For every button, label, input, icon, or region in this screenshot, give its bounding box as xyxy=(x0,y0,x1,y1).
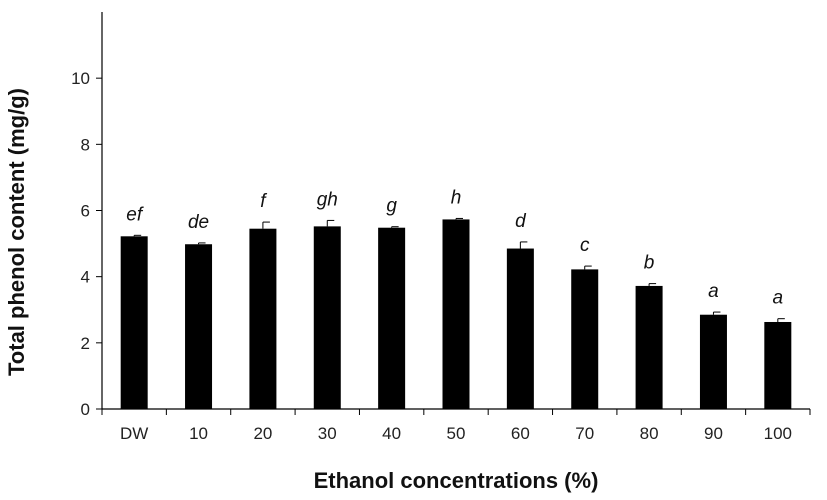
bar xyxy=(699,314,727,409)
significance-label: de xyxy=(188,212,209,233)
y-axis-title: Total phenol content (mg/g) xyxy=(4,88,29,376)
bar xyxy=(120,236,148,409)
significance-label: a xyxy=(708,281,719,302)
bar xyxy=(764,321,792,409)
bar xyxy=(378,227,406,409)
significance-label: f xyxy=(260,191,267,212)
significance-label: a xyxy=(773,288,784,309)
x-axis-title: Ethanol concentrations (%) xyxy=(314,468,599,493)
x-tick-label: 10 xyxy=(189,424,208,443)
y-tick-label: 4 xyxy=(81,268,90,287)
bar xyxy=(185,244,213,409)
significance-label: c xyxy=(580,235,590,256)
bar xyxy=(571,269,599,409)
x-tick-label: 30 xyxy=(318,424,337,443)
x-tick-label: DW xyxy=(120,424,148,443)
x-tick-label: 90 xyxy=(704,424,723,443)
significance-label: h xyxy=(451,187,462,208)
x-axis: DW 10 20 30 40 50 60 70 80 90 100 xyxy=(101,408,811,443)
x-tick-label: 60 xyxy=(511,424,530,443)
x-tick-label: 20 xyxy=(253,424,272,443)
x-tick-label: 80 xyxy=(640,424,659,443)
bar xyxy=(635,285,663,409)
bars xyxy=(120,217,792,409)
bar xyxy=(442,219,470,409)
significance-label: d xyxy=(515,211,527,232)
x-tick-label: 100 xyxy=(764,424,792,443)
significance-label: b xyxy=(644,253,655,274)
bar xyxy=(249,228,277,409)
y-tick-label: 8 xyxy=(81,135,90,154)
significance-label: g xyxy=(386,196,397,217)
significance-label: ef xyxy=(126,204,144,225)
bar xyxy=(506,248,534,409)
x-tick-label: 50 xyxy=(447,424,466,443)
y-axis: 0 2 4 6 8 10 xyxy=(71,12,103,419)
x-tick-label: 40 xyxy=(382,424,401,443)
bar xyxy=(313,226,341,409)
y-tick-label: 6 xyxy=(81,202,90,221)
y-tick-label: 0 xyxy=(81,400,90,419)
x-tick-label: 70 xyxy=(575,424,594,443)
significance-label: gh xyxy=(317,189,338,210)
y-tick-label: 2 xyxy=(81,334,90,353)
y-tick-label: 10 xyxy=(71,69,90,88)
